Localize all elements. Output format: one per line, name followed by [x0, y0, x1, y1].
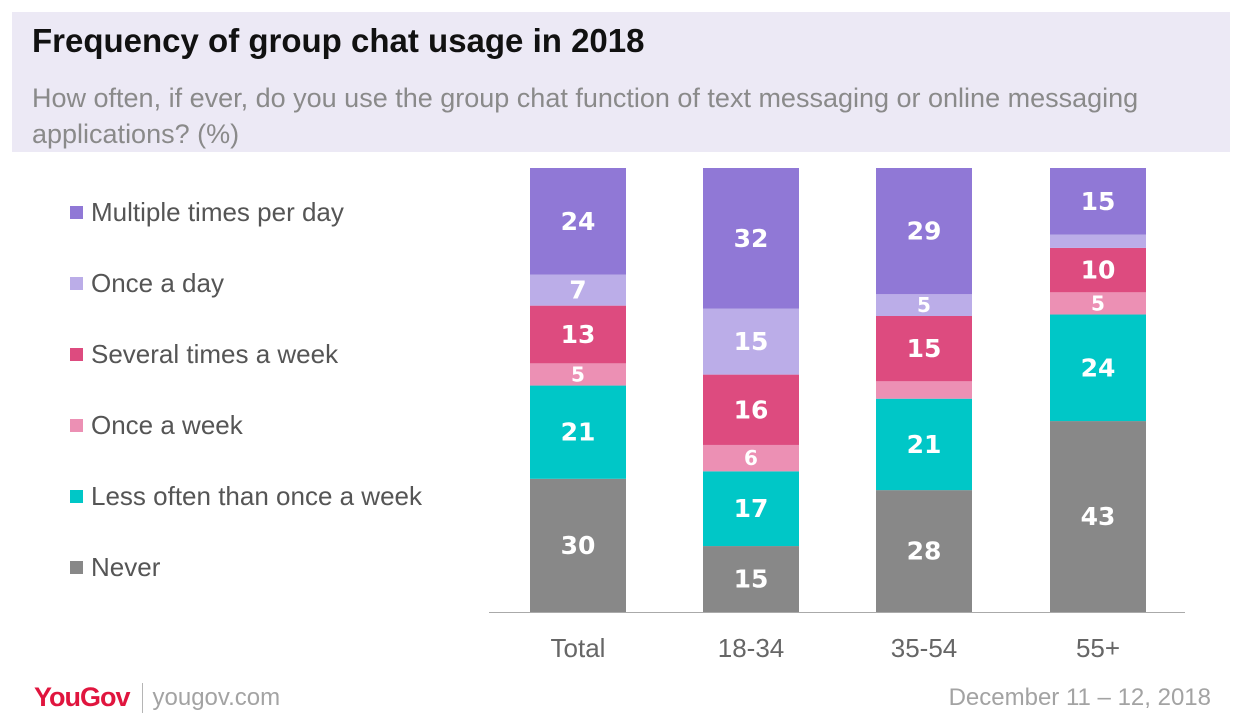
data-label: 28 [907, 537, 942, 566]
legend-swatch [70, 347, 83, 361]
footer-divider [141, 682, 143, 713]
footer-date: December 11 – 12, 2018 [948, 684, 1211, 711]
legend-label: Never [91, 551, 161, 582]
legend-item: Several times a week [70, 332, 338, 376]
bar-segment-once-a-day-total [530, 274, 626, 306]
data-label: 24 [561, 207, 596, 236]
bar-segment-once-a-day-18-34 [703, 308, 799, 375]
bar-segment-less-often-than-once-a-week-55+ [1050, 314, 1146, 422]
x-tick-label: 18-34 [718, 633, 785, 663]
x-tick-label: 55+ [1076, 633, 1120, 663]
data-label: 32 [734, 224, 769, 253]
data-label: 21 [561, 418, 596, 447]
bar-segment-multiple-times-per-day-18-34 [703, 168, 799, 309]
bar-segment-once-a-week-total [530, 363, 626, 386]
legend-item: Multiple times per day [70, 190, 344, 234]
data-label: 15 [734, 565, 769, 594]
footer-branding: YouGov yougov.com [34, 682, 280, 713]
bar-segment-once-a-week-35-54 [876, 381, 972, 399]
legend-swatch [70, 489, 83, 503]
bar-segment-multiple-times-per-day-55+ [1050, 168, 1146, 235]
legend-label: Several times a week [91, 338, 339, 369]
bar-segment-once-a-day-35-54 [876, 294, 972, 316]
legend-swatch [70, 560, 83, 574]
bar-segment-once-a-day-55+ [1050, 234, 1146, 248]
chart-title: Frequency of group chat usage in 2018 [32, 22, 645, 59]
data-label: 16 [734, 395, 769, 424]
data-label: 15 [1081, 187, 1116, 216]
legend-swatch [70, 418, 83, 432]
data-label: 29 [907, 217, 942, 246]
data-label: 7 [569, 276, 586, 305]
data-label: 15 [907, 334, 942, 363]
x-tick-label: 35-54 [891, 633, 958, 663]
data-label: 5 [917, 293, 931, 317]
yougov-logo: YouGov [34, 682, 131, 712]
data-label: 10 [1081, 256, 1116, 285]
bar-segment-several-times-a-week-55+ [1050, 247, 1146, 293]
data-label: 5 [571, 362, 585, 386]
footer-site: yougov.com [152, 683, 281, 711]
legend-label: Multiple times per day [91, 196, 344, 227]
bar-segment-less-often-than-once-a-week-18-34 [703, 471, 799, 547]
data-label: 17 [734, 494, 769, 523]
legend-label: Less often than once a week [91, 480, 423, 511]
bar-segment-less-often-than-once-a-week-total [530, 385, 626, 479]
bar-segment-multiple-times-per-day-35-54 [876, 168, 972, 295]
legend-item: Never [70, 545, 160, 589]
data-label: 15 [734, 327, 769, 356]
chart-legend: Multiple times per day Once a day Several … [70, 190, 490, 590]
chart-subtitle: How often, if ever, do you use the group… [32, 83, 1139, 149]
bar-segment-several-times-a-week-total [530, 305, 626, 364]
legend-item: Once a day [70, 261, 224, 305]
data-label: 13 [561, 320, 596, 349]
bar-segment-less-often-than-once-a-week-35-54 [876, 398, 972, 491]
data-label: 43 [1081, 502, 1116, 531]
legend-item: Once a week [70, 403, 243, 447]
data-label: 30 [561, 531, 596, 560]
data-label: 5 [1091, 291, 1105, 315]
legend-swatch [70, 205, 83, 219]
bar-segment-never-total [530, 478, 626, 612]
bar-segment-never-18-34 [703, 546, 799, 612]
bar-segment-multiple-times-per-day-total [530, 168, 626, 275]
data-label: 6 [744, 446, 758, 470]
bar-segment-several-times-a-week-35-54 [876, 316, 972, 382]
x-tick-label: Total [551, 633, 606, 663]
legend-label: Once a day [91, 267, 224, 298]
header-band: Frequency of group chat usage in 2018 Ho… [12, 12, 1230, 152]
legend-label: Once a week [91, 409, 243, 440]
bar-segment-never-55+ [1050, 421, 1146, 612]
bar-segment-several-times-a-week-18-34 [703, 374, 799, 445]
bar-segment-once-a-week-18-34 [703, 444, 799, 472]
data-label: 21 [907, 430, 942, 459]
legend-swatch [70, 276, 83, 290]
legend-item: Less often than once a week [70, 474, 422, 518]
bar-segment-once-a-week-55+ [1050, 292, 1146, 315]
data-label: 24 [1081, 353, 1116, 382]
bar-segment-never-35-54 [876, 490, 972, 612]
